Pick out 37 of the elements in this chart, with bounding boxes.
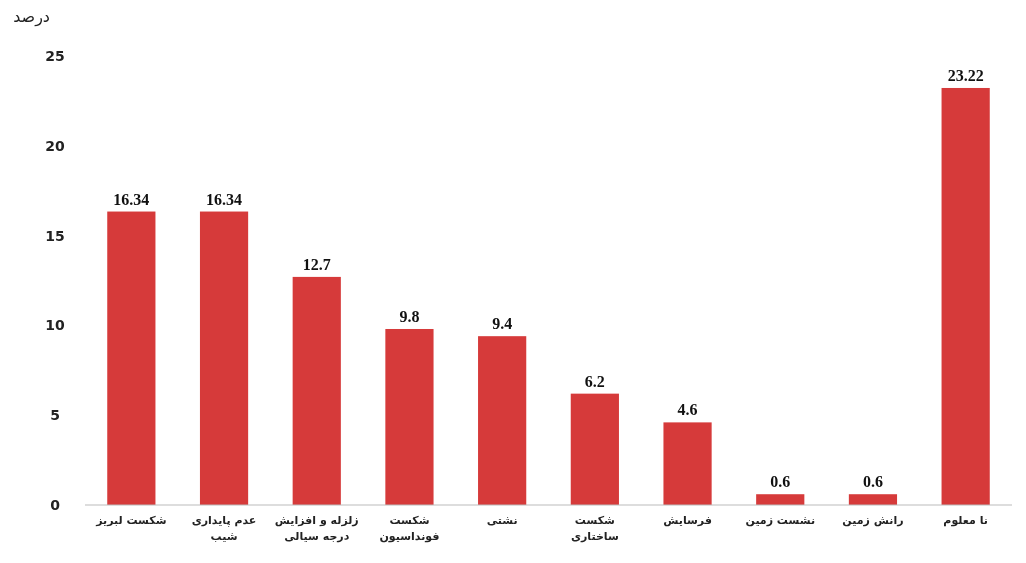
y-tick-label: 0 bbox=[50, 497, 61, 513]
x-tick-label: نشست زمین bbox=[745, 514, 816, 527]
data-label: 9.4 bbox=[492, 315, 513, 333]
x-tick-label: زلزله و افزایش درجه سیالی bbox=[274, 514, 359, 543]
bar bbox=[756, 494, 805, 505]
x-tick-label: عدم پایداری شیب bbox=[191, 514, 257, 543]
data-label: 6.2 bbox=[584, 372, 605, 390]
bar bbox=[199, 211, 249, 505]
y-tick-label: 15 bbox=[45, 227, 65, 244]
bar bbox=[570, 393, 619, 505]
data-label: 0.6 bbox=[862, 473, 883, 491]
x-tick-label: رانش زمین bbox=[842, 514, 904, 527]
data-label: 12.7 bbox=[302, 255, 331, 273]
y-tick-label: 25 bbox=[45, 48, 65, 64]
y-tick-label: 5 bbox=[50, 407, 60, 424]
x-tick-label: فرسایش bbox=[663, 514, 712, 527]
bar bbox=[848, 494, 898, 505]
x-tick-label: نا معلوم bbox=[943, 514, 988, 527]
bar bbox=[941, 87, 990, 505]
data-label: 0.6 bbox=[770, 473, 791, 491]
y-tick-label: 20 bbox=[45, 137, 65, 154]
bar bbox=[292, 276, 341, 505]
x-tick-label: شکست فونداسیون bbox=[379, 514, 440, 543]
x-tick-label: شکست ساختاری bbox=[570, 514, 619, 543]
y-tick-label: 10 bbox=[45, 317, 65, 334]
data-label: 4.6 bbox=[677, 401, 698, 419]
data-label: 23.22 bbox=[947, 66, 984, 84]
bar bbox=[478, 336, 527, 505]
x-tick-label: شکست لبریز bbox=[95, 514, 167, 527]
data-label: 16.34 bbox=[113, 190, 150, 208]
bar bbox=[385, 328, 434, 505]
data-label: 9.8 bbox=[399, 307, 420, 325]
y-axis-title: درصد bbox=[13, 7, 50, 27]
data-label: 16.34 bbox=[206, 190, 243, 208]
bar bbox=[107, 211, 156, 505]
bar bbox=[663, 422, 712, 505]
x-tick-label: نشتی bbox=[486, 514, 518, 527]
